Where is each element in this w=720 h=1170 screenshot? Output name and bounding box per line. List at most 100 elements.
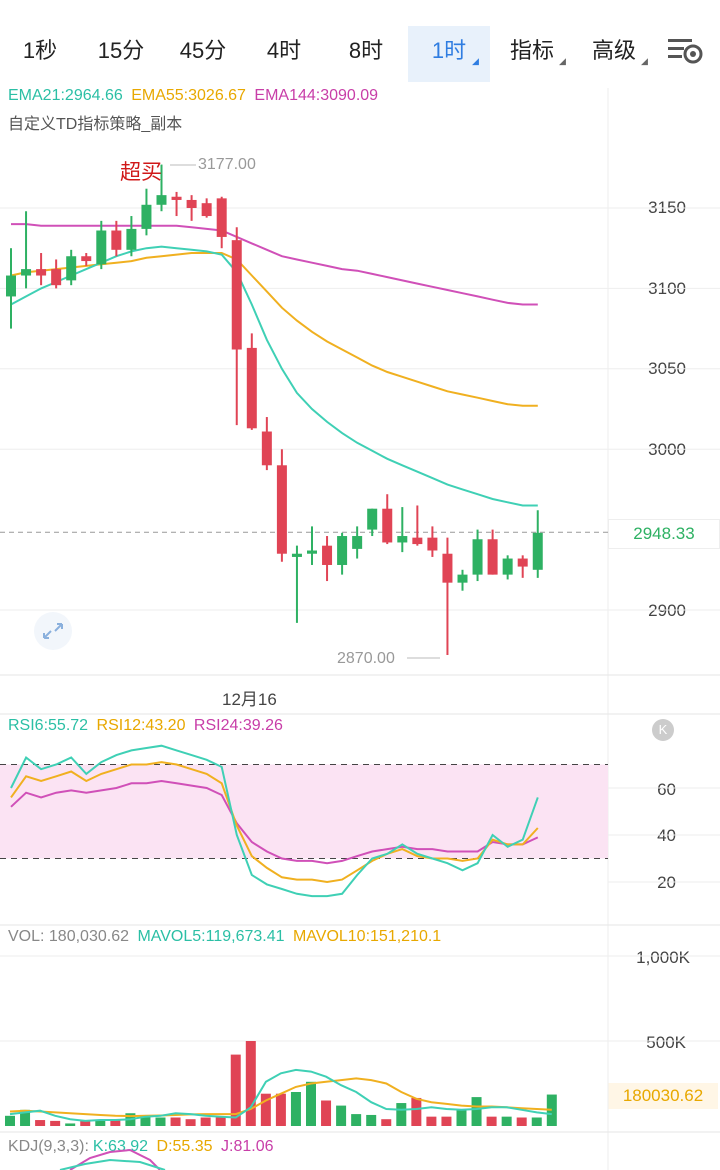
timeframe-4h[interactable]: 4时	[266, 38, 302, 63]
mavol10-line	[9, 1077, 552, 1118]
candle-down	[322, 545, 333, 565]
candle-up	[156, 195, 167, 205]
low-price-label: 2870.00	[337, 650, 395, 667]
rsi24-legend: RSI24:39.26	[193, 717, 283, 734]
timeframe-1s[interactable]: 1秒	[22, 38, 58, 63]
candle-down	[382, 508, 393, 543]
ema55-line	[10, 252, 538, 407]
candle-down	[81, 256, 92, 262]
volume-bar	[170, 1117, 181, 1126]
dropdown-triangle-icon: ◢	[472, 56, 479, 66]
volume-bar	[140, 1115, 151, 1126]
timeframe-15m[interactable]: 15分	[97, 38, 145, 63]
candle-down	[36, 269, 47, 276]
timeframe-45m[interactable]: 45分	[179, 38, 227, 63]
vol-legend: VOL: 180,030.62 MAVOL5:119,673.41 MAVOL1…	[8, 928, 445, 946]
high-price-label: 3177.00	[198, 156, 256, 173]
volume-bar	[230, 1054, 241, 1126]
volume-bar	[5, 1115, 15, 1126]
ema21-legend: EMA21:2964.66	[8, 87, 123, 104]
volume-bar	[275, 1093, 286, 1126]
volume-bar	[351, 1114, 362, 1126]
collapse-panel-icon[interactable]: K	[652, 719, 674, 741]
kdj-legend: KDJ(9,3,3): K:63.92 D:55.35 J:81.06	[8, 1138, 278, 1156]
advanced-menu[interactable]: 高级	[591, 38, 636, 63]
vol-y-tick: 1,000K	[636, 948, 690, 967]
volume-bar	[501, 1116, 512, 1126]
candle-up	[307, 550, 317, 554]
current-price-tag: 2948.33	[608, 519, 720, 549]
candle-up	[502, 558, 513, 575]
candle-down	[276, 465, 287, 554]
candle-down	[216, 198, 227, 237]
candle-down	[442, 553, 453, 583]
rsi6-legend: RSI6:55.72	[8, 717, 89, 734]
volume-bar	[456, 1109, 467, 1126]
candle-up	[141, 204, 152, 229]
candle-down	[487, 539, 498, 575]
candle-up	[337, 536, 348, 565]
volume-bar	[35, 1120, 46, 1126]
mavol5-line	[9, 1068, 552, 1122]
volume-bar	[321, 1100, 332, 1126]
candle-down	[231, 240, 242, 350]
candle-up	[96, 230, 107, 265]
candle-down	[412, 537, 423, 545]
kdj-j-legend: J:81.06	[221, 1138, 274, 1155]
expand-chart-button[interactable]	[34, 612, 72, 650]
candle-up	[532, 532, 543, 570]
ema-legend: EMA21:2964.66 EMA55:3026.67 EMA144:3090.…	[8, 87, 382, 105]
candle-up	[367, 508, 378, 530]
volume-bar	[110, 1119, 121, 1126]
dropdown-triangle-icon: ◢	[559, 56, 566, 66]
timeframe-1h[interactable]: 1时	[408, 26, 490, 82]
candle-down	[186, 199, 197, 208]
candle-up	[457, 574, 468, 583]
volume-bar	[516, 1117, 527, 1126]
kdj-k-line	[59, 1158, 166, 1170]
volume-bar	[80, 1120, 91, 1126]
candle-down	[51, 269, 62, 286]
vol-value-legend: VOL: 180,030.62	[8, 928, 129, 945]
candle-up	[21, 269, 32, 276]
volume-bar	[215, 1117, 226, 1126]
strategy-label: 自定义TD指标策略_副本	[8, 116, 183, 133]
candle-up	[397, 536, 408, 543]
ema144-line	[11, 223, 538, 306]
volume-bar	[471, 1097, 482, 1126]
chart-settings-icon[interactable]	[666, 36, 704, 66]
candle-down	[201, 203, 212, 217]
volume-bar	[155, 1117, 166, 1126]
indicators-menu[interactable]: 指标	[509, 38, 554, 63]
candle-up	[126, 228, 137, 250]
rsi24-line	[10, 779, 539, 865]
candle-down	[261, 431, 272, 466]
volume-bar	[185, 1119, 196, 1126]
volume-bar	[260, 1093, 271, 1126]
ema144-legend: EMA144:3090.09	[254, 87, 379, 104]
kdj-k-legend: K:63.92	[92, 1138, 149, 1155]
kdj-j-line	[69, 1148, 161, 1170]
vol-y-tick: 500K	[646, 1033, 686, 1052]
volume-bar	[486, 1116, 497, 1126]
ema55-legend: EMA55:3026.67	[131, 87, 246, 104]
rsi-y-tick: 60	[657, 780, 676, 799]
volume-bar	[306, 1081, 316, 1126]
dropdown-triangle-icon: ◢	[641, 56, 648, 66]
volume-bar	[411, 1097, 422, 1126]
candle-down	[517, 558, 528, 567]
candle-up	[472, 539, 483, 575]
volume-bar	[441, 1116, 452, 1126]
rsi12-legend: RSI12:43.20	[96, 717, 186, 734]
overbought-signal-label: 超买	[120, 161, 162, 184]
volume-bar	[396, 1103, 407, 1126]
mavol10-legend: MAVOL10:151,210.1	[292, 928, 442, 945]
volume-bar	[366, 1114, 377, 1126]
volume-bar	[65, 1123, 76, 1126]
timeframe-8h[interactable]: 8时	[348, 38, 384, 63]
ema21-line	[10, 245, 538, 507]
mavol5-legend: MAVOL5:119,673.41	[137, 928, 285, 945]
volume-bar	[336, 1105, 347, 1126]
x-date-label: 12月16	[222, 690, 277, 709]
